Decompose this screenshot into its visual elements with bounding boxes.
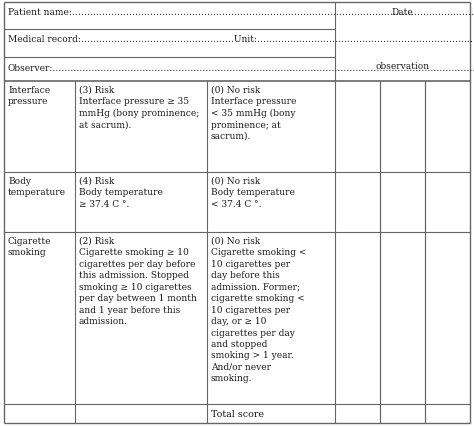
Text: Total score: Total score [211,409,264,418]
Text: (3) Risk
Interface pressure ≥ 35
mmHg (bony prominence;
at sacrum).: (3) Risk Interface pressure ≥ 35 mmHg (b… [79,86,199,129]
Text: Observer:………………………………………………………………………………………………………………………………………………………………………: Observer:…………………………………………………………………………………… [8,64,474,73]
Text: observation: observation [375,62,429,71]
Text: (0) No risk
Body temperature
< 37.4 C °.: (0) No risk Body temperature < 37.4 C °. [211,177,295,208]
Text: Body
temperature: Body temperature [8,177,66,197]
Text: (2) Risk
Cigarette smoking ≥ 10
cigarettes per day before
this admission. Stoppe: (2) Risk Cigarette smoking ≥ 10 cigarett… [79,236,197,325]
Text: Patient name:…………………………………………………………………………………………………………………………………………………: Patient name:………………………………………………………………………… [8,8,474,17]
Text: Date: Date [392,8,413,17]
Text: (0) No risk
Interface pressure
< 35 mmHg (bony
prominence; at
sacrum).: (0) No risk Interface pressure < 35 mmHg… [211,86,296,141]
Text: (4) Risk
Body temperature
≥ 37.4 C °.: (4) Risk Body temperature ≥ 37.4 C °. [79,177,163,208]
Text: (0) No risk
Cigarette smoking <
10 cigarettes per
day before this
admission. For: (0) No risk Cigarette smoking < 10 cigar… [211,236,307,383]
Text: Medical record:……………………………………………Unit:……………………………………………………………………………………: Medical record:……………………………………………Unit:………… [8,35,474,44]
Text: Interface
pressure: Interface pressure [8,86,50,106]
Text: Cigarette
smoking: Cigarette smoking [8,236,52,257]
